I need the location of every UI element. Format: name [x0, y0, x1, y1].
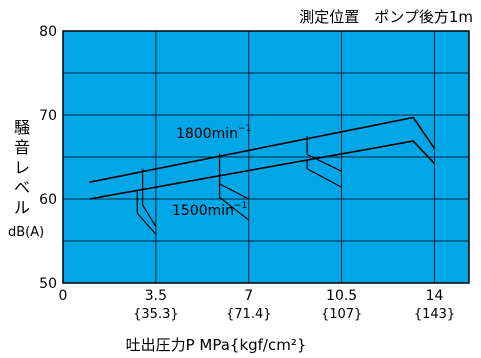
x-tick-label: 0 — [59, 288, 68, 304]
x-axis-title: 吐出圧力P MPa{kgf/cm²} — [126, 336, 307, 354]
series-label-1: 1800min−1 — [176, 124, 251, 142]
y-axis-title-char: レ — [13, 158, 30, 177]
series-drop-1 — [142, 168, 157, 228]
series-drop-2 — [218, 175, 250, 221]
y-axis-title-char: ベ — [13, 178, 30, 197]
series-drop-2 — [136, 190, 157, 235]
grid-lines — [63, 31, 469, 283]
y-axis-title-char: ル — [13, 198, 30, 217]
x-tick-sublabel: {71.4} — [226, 307, 272, 322]
axis-layer: 50 60 70 80 dB(A) 0 3.5 {35.3} 7 {71.4} 10.5 {107} 1… — [8, 24, 455, 322]
y-tick-label: 50 — [39, 276, 57, 292]
y-tick-label: 80 — [39, 24, 57, 40]
x-tick-sublabel: {35.3} — [133, 307, 179, 322]
y-axis-title: 騒 音 レ ベ ル — [12, 118, 32, 218]
y-tick-label: 70 — [39, 108, 57, 124]
y-tick-label: 60 — [39, 192, 57, 208]
series-label-2: 1500min−1 — [172, 201, 247, 219]
y-axis-unit: dB(A) — [8, 225, 44, 240]
x-tick-label: 10.5 — [326, 288, 357, 304]
x-tick-label: 14 — [426, 288, 444, 304]
x-tick-sublabel: {107} — [321, 307, 362, 322]
x-tick-sublabel: {143} — [414, 307, 455, 322]
x-tick-label: 7 — [244, 288, 253, 304]
series-drop-1 — [306, 136, 342, 172]
series-line-2 — [89, 140, 436, 200]
x-tick-label: 3.5 — [145, 288, 167, 304]
series-line-1 — [89, 116, 436, 183]
chart-title: 測定位置 ポンプ後方1m — [299, 8, 473, 26]
y-axis-title-char: 音 — [13, 138, 30, 157]
y-axis-title-char: 騒 — [13, 118, 30, 137]
series-drop-2 — [306, 160, 342, 188]
series-layer: 1800min−1 1500min−1 — [89, 116, 436, 235]
